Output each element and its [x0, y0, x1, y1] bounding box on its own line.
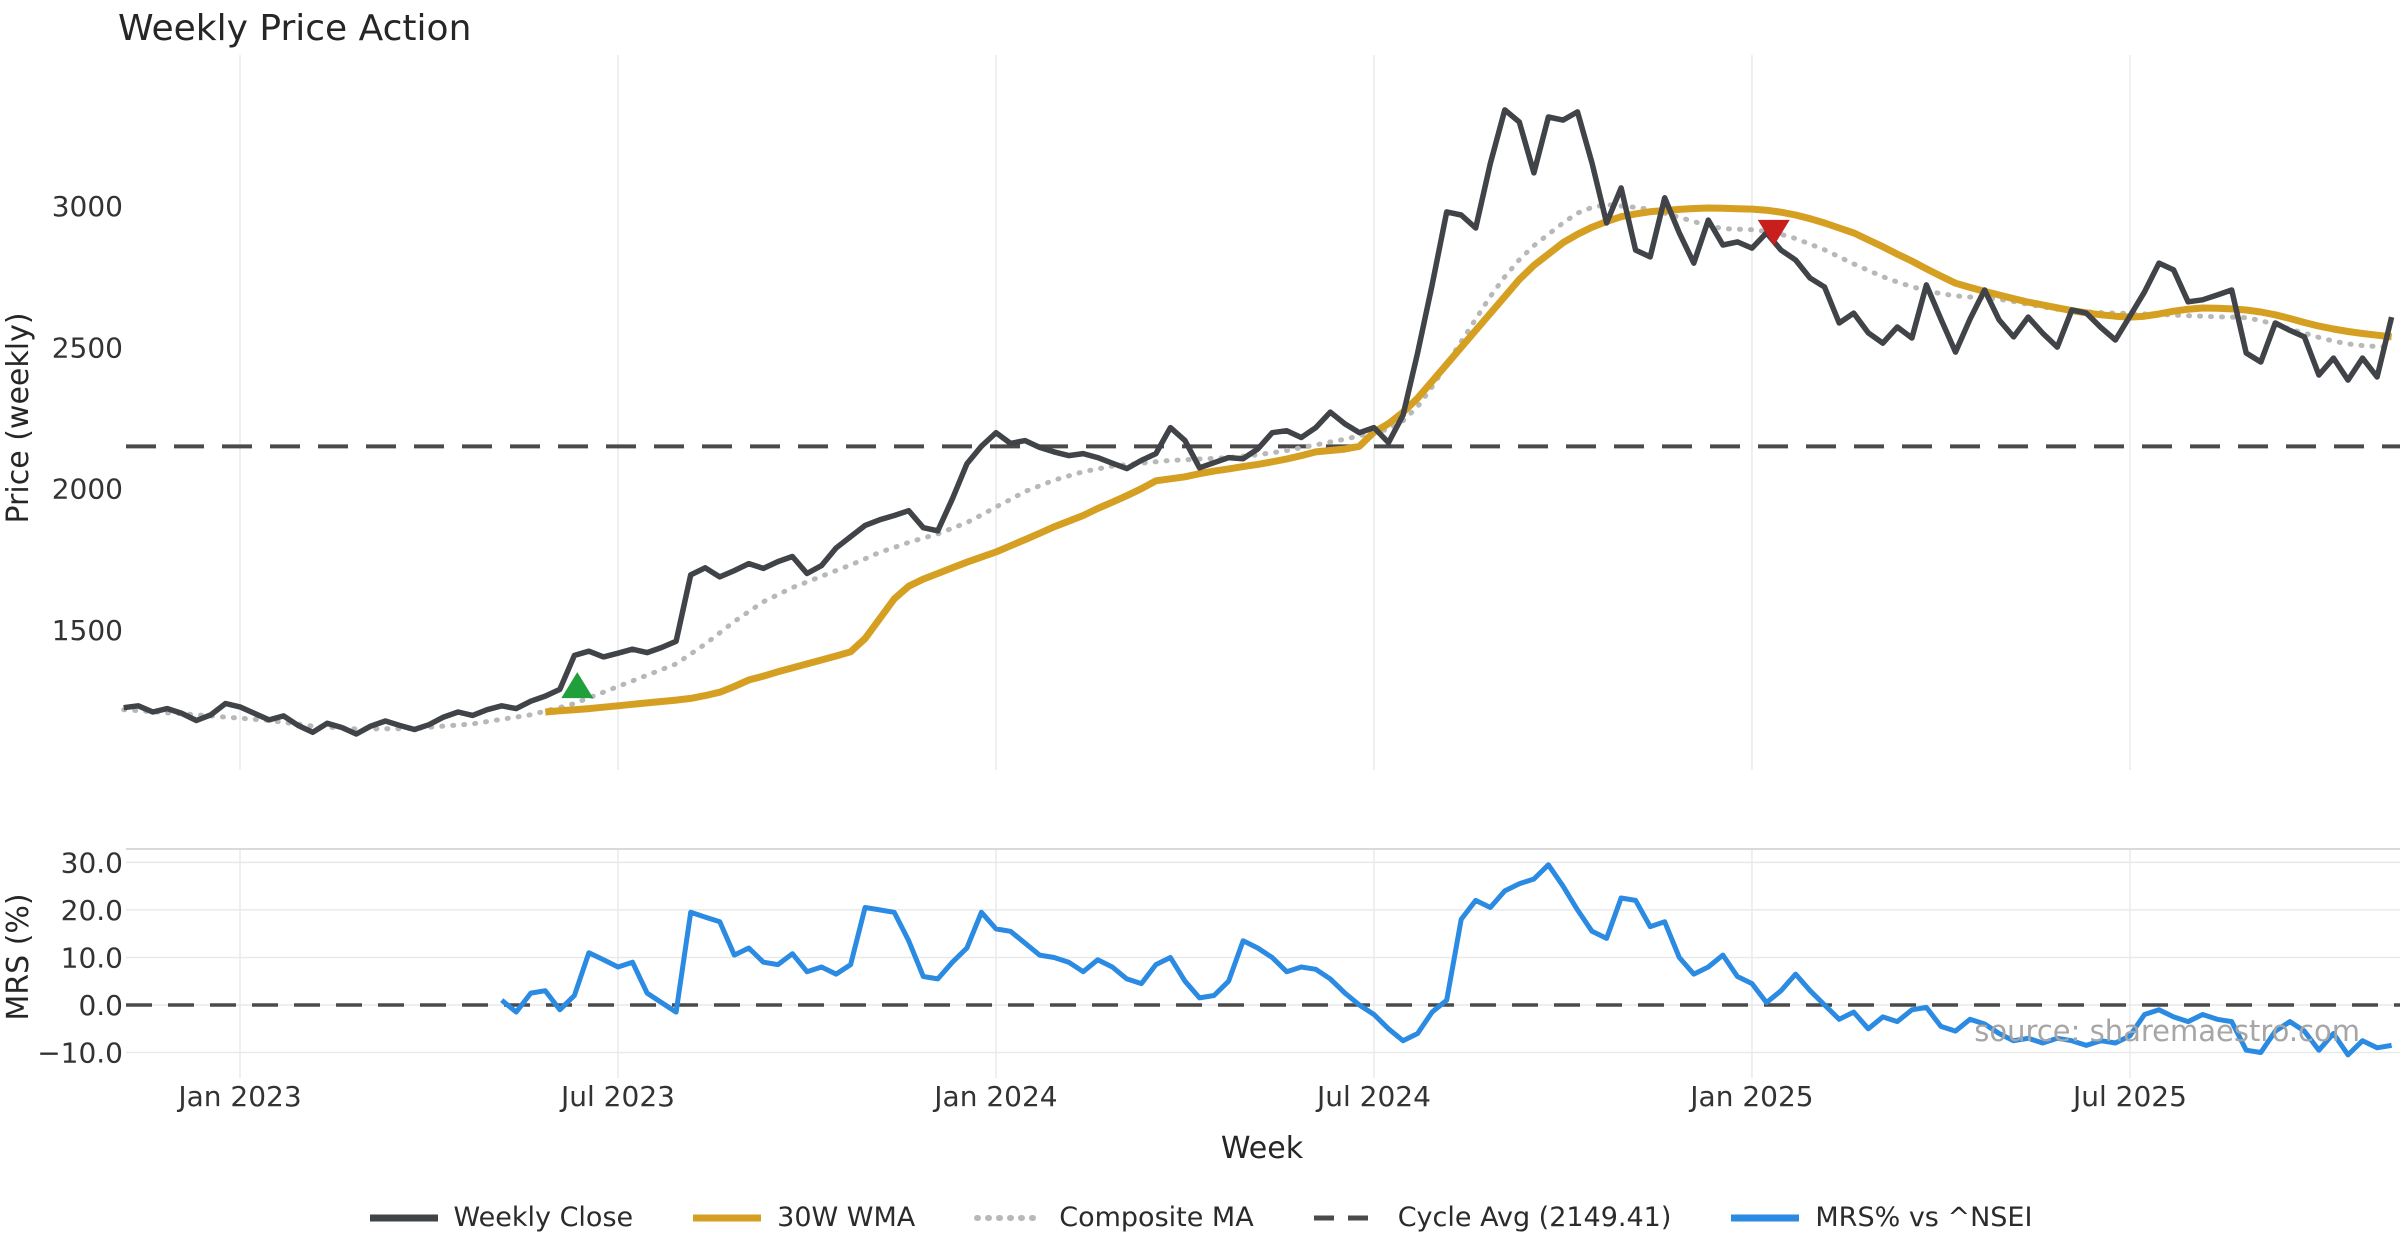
svg-text:Jul 2025: Jul 2025 — [2071, 1080, 2187, 1113]
price-panel-gridlines — [239, 55, 2131, 770]
composite-ma-swatch-icon — [974, 1214, 1046, 1221]
svg-text:Jul 2023: Jul 2023 — [559, 1080, 675, 1113]
mrs-axis-title: MRS (%) — [1, 893, 36, 1020]
x-axis-tick-labels: Jan 2023 Jul 2023 Jan 2024 Jul 2024 Jan 2025… — [176, 1080, 2187, 1113]
price-axis-tick-labels: 3000 2500 2000 1500 — [52, 190, 123, 647]
price-axis-title: Price (weekly) — [1, 312, 36, 523]
svg-text:−10.0: −10.0 — [37, 1037, 123, 1070]
svg-text:Jan 2024: Jan 2024 — [932, 1080, 1057, 1113]
legend-item-30w-wma: 30W WMA — [691, 1202, 915, 1233]
legend-label: MRS% vs ^NSEI — [1815, 1202, 2033, 1233]
wma-swatch-icon — [693, 1214, 762, 1221]
svg-text:Jul 2024: Jul 2024 — [1315, 1080, 1431, 1113]
svg-text:2000: 2000 — [52, 473, 123, 506]
chart-legend: Weekly Close 30W WMA Composite MA Cycle … — [0, 1202, 2400, 1233]
mrs-swatch-icon — [1731, 1214, 1800, 1221]
weekly-close-line — [123, 107, 2395, 737]
legend-label: Cycle Avg (2149.41) — [1397, 1202, 1672, 1233]
cycle-avg-swatch-icon — [1313, 1215, 1382, 1220]
legend-label: Composite MA — [1059, 1202, 1254, 1233]
buy-signal-triangle-up-icon — [561, 672, 594, 699]
weekly-close-swatch-icon — [369, 1214, 438, 1221]
mrs-line — [500, 862, 2393, 1058]
legend-label: Weekly Close — [453, 1202, 634, 1233]
mrs-axis-tick-labels: 30.0 20.0 10.0 0.0 −10.0 — [37, 846, 123, 1069]
legend-item-cycle-avg: Cycle Avg (2149.41) — [1312, 1202, 1672, 1233]
legend-label: 30W WMA — [777, 1202, 916, 1233]
svg-text:10.0: 10.0 — [61, 941, 123, 974]
x-axis-title: Week — [1221, 1131, 1304, 1166]
svg-text:20.0: 20.0 — [61, 894, 123, 927]
sell-signal-triangle-down-icon — [1757, 219, 1790, 246]
page-title: Weekly Price Action — [118, 8, 472, 49]
svg-text:0.0: 0.0 — [78, 989, 123, 1022]
wma-30w-line — [545, 204, 2393, 716]
svg-text:1500: 1500 — [52, 614, 123, 647]
legend-item-composite-ma: Composite MA — [973, 1202, 1254, 1233]
source-watermark: source: sharemaestro.com — [1974, 1014, 2360, 1048]
svg-text:3000: 3000 — [52, 190, 123, 223]
svg-text:2500: 2500 — [52, 331, 123, 364]
svg-text:Jan 2023: Jan 2023 — [176, 1080, 301, 1113]
svg-text:30.0: 30.0 — [61, 846, 123, 879]
legend-item-weekly-close: Weekly Close — [368, 1202, 634, 1233]
svg-text:Jan 2025: Jan 2025 — [1688, 1080, 1813, 1113]
legend-item-mrs: MRS% vs ^NSEI — [1729, 1202, 2032, 1233]
